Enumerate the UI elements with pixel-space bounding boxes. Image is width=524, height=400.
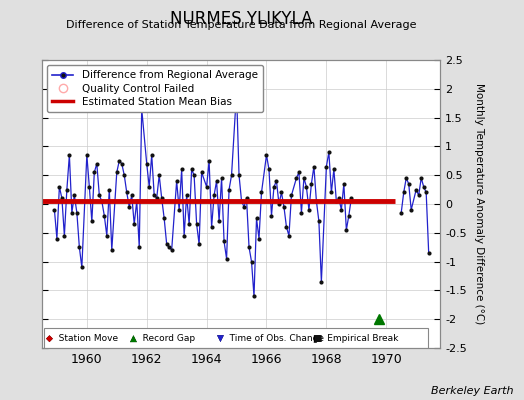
Bar <box>44 328 428 348</box>
Text: Berkeley Earth: Berkeley Earth <box>431 386 514 396</box>
Text: ▼: ▼ <box>217 334 224 343</box>
Text: ▲  Record Gap: ▲ Record Gap <box>129 334 194 343</box>
Y-axis label: Monthly Temperature Anomaly Difference (°C): Monthly Temperature Anomaly Difference (… <box>474 83 484 325</box>
Text: ◆  Station Move: ◆ Station Move <box>46 334 118 343</box>
Text: ◆: ◆ <box>46 334 53 343</box>
Text: ■: ■ <box>313 334 321 343</box>
Text: NURMES YLIKYLA: NURMES YLIKYLA <box>170 10 312 28</box>
Text: Difference of Station Temperature Data from Regional Average: Difference of Station Temperature Data f… <box>66 20 416 30</box>
Text: ▼  Time of Obs. Change: ▼ Time of Obs. Change <box>217 334 324 343</box>
Legend: Difference from Regional Average, Quality Control Failed, Estimated Station Mean: Difference from Regional Average, Qualit… <box>47 65 263 112</box>
Text: ■  Empirical Break: ■ Empirical Break <box>313 334 398 343</box>
Text: ▲: ▲ <box>129 334 136 343</box>
